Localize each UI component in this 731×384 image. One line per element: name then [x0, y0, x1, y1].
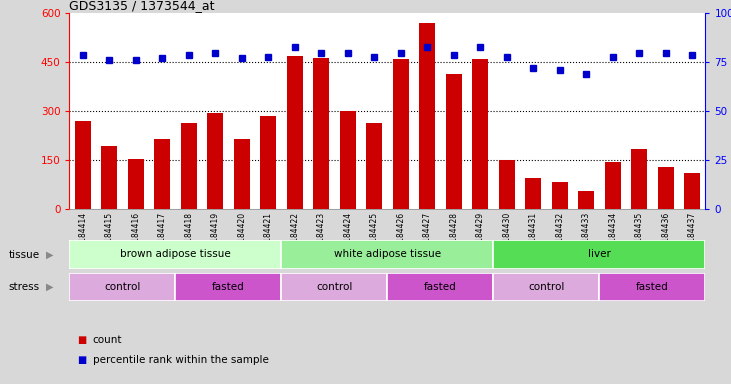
Bar — [234, 139, 249, 209]
Text: ▶: ▶ — [46, 282, 53, 292]
Bar — [684, 174, 700, 209]
Text: white adipose tissue: white adipose tissue — [334, 249, 441, 260]
Bar — [208, 113, 223, 209]
Bar — [493, 273, 599, 301]
Bar — [552, 182, 567, 209]
Text: ■: ■ — [77, 335, 86, 345]
Bar — [281, 273, 387, 301]
Bar — [287, 56, 303, 209]
Bar — [313, 58, 329, 209]
Text: ■: ■ — [77, 355, 86, 365]
Bar — [578, 191, 594, 209]
Bar — [472, 59, 488, 209]
Text: GDS3135 / 1373544_at: GDS3135 / 1373544_at — [69, 0, 215, 12]
Text: fasted: fasted — [636, 282, 669, 292]
Bar — [260, 116, 276, 209]
Text: control: control — [317, 282, 352, 292]
Bar — [605, 162, 621, 209]
Bar — [69, 240, 281, 269]
Text: fasted: fasted — [212, 282, 245, 292]
Text: ▶: ▶ — [46, 250, 53, 260]
Bar — [175, 273, 281, 301]
Text: brown adipose tissue: brown adipose tissue — [120, 249, 231, 260]
Text: control: control — [105, 282, 140, 292]
Bar — [154, 139, 170, 209]
Bar — [387, 273, 493, 301]
Bar — [393, 59, 409, 209]
Bar — [366, 123, 382, 209]
Text: percentile rank within the sample: percentile rank within the sample — [93, 355, 269, 365]
Text: stress: stress — [9, 282, 40, 292]
Bar — [128, 159, 143, 209]
Bar — [525, 178, 541, 209]
Text: fasted: fasted — [424, 282, 457, 292]
Bar — [419, 23, 435, 209]
Bar — [181, 123, 197, 209]
Bar — [281, 240, 493, 269]
Text: control: control — [529, 282, 564, 292]
Bar — [340, 111, 355, 209]
Bar — [446, 74, 461, 209]
Bar — [599, 273, 705, 301]
Text: liver: liver — [588, 249, 611, 260]
Bar — [499, 161, 515, 209]
Text: count: count — [93, 335, 122, 345]
Bar — [75, 121, 91, 209]
Bar — [658, 167, 673, 209]
Bar — [631, 149, 647, 209]
Bar — [101, 146, 117, 209]
Bar — [493, 240, 705, 269]
Bar — [69, 273, 175, 301]
Text: tissue: tissue — [9, 250, 40, 260]
